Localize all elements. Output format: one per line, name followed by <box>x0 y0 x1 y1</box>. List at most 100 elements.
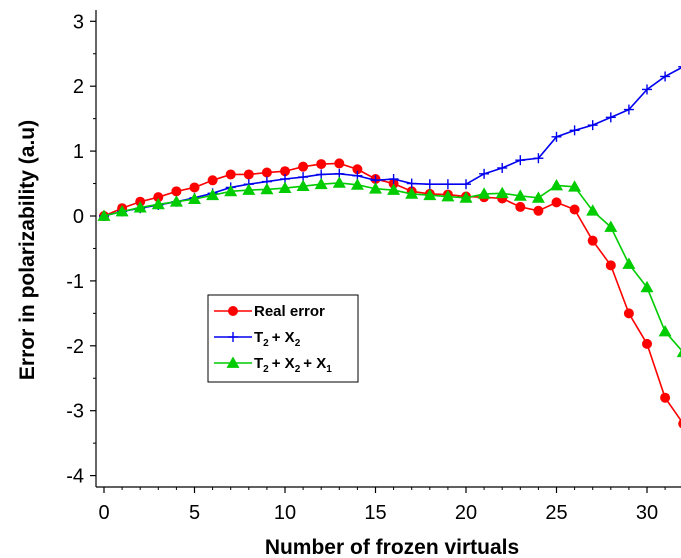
data-point <box>497 162 508 173</box>
series-2 <box>97 176 681 358</box>
data-point <box>568 180 582 192</box>
data-point <box>605 112 616 123</box>
legend-label-part: Real error <box>254 303 325 320</box>
data-point <box>513 189 527 201</box>
data-point <box>442 179 453 190</box>
data-point <box>569 204 580 215</box>
y-tick-label: 1 <box>73 141 84 163</box>
data-point <box>388 174 399 185</box>
data-point <box>224 184 238 197</box>
legend-marker <box>226 356 240 368</box>
legend-marker <box>228 332 238 342</box>
legend-label-part: + X <box>303 355 326 372</box>
y-axis-title: Error in polarizability (a.u) <box>16 120 39 380</box>
data-point <box>441 190 455 202</box>
legend-label-part: T <box>254 355 263 372</box>
y-tick-label: 0 <box>73 206 84 228</box>
legend-label-subscript: 2 <box>263 338 269 349</box>
data-point <box>459 191 473 203</box>
data-point <box>188 192 201 205</box>
data-point <box>151 197 165 210</box>
data-point <box>551 131 562 142</box>
data-point <box>296 179 310 192</box>
y-tick-label: 3 <box>73 11 84 33</box>
data-point <box>623 104 634 115</box>
legend-label-subscript: 2 <box>263 364 269 375</box>
series-0 <box>99 158 681 429</box>
data-point <box>169 195 183 207</box>
legend-label-part: + X <box>272 355 295 372</box>
data-point <box>424 179 435 190</box>
data-point <box>115 204 129 217</box>
data-point <box>477 187 491 199</box>
data-point <box>604 220 618 232</box>
data-point <box>350 178 364 190</box>
data-point <box>642 338 652 349</box>
data-point <box>622 257 636 269</box>
data-point <box>280 166 290 177</box>
data-point <box>678 419 681 429</box>
data-point <box>515 201 526 212</box>
data-point <box>352 164 363 175</box>
x-axis-title: Number of frozen virtuals <box>265 536 519 558</box>
data-point <box>587 235 598 246</box>
data-point <box>189 182 200 193</box>
x-tick-label: 0 <box>98 502 109 524</box>
y-tick-label: -1 <box>66 271 84 293</box>
legend-label-subscript: 1 <box>326 364 332 375</box>
x-tick-label: 20 <box>455 502 477 524</box>
legend-label-spacer <box>332 355 335 372</box>
x-tick-label: 15 <box>364 502 386 524</box>
data-point <box>623 308 634 319</box>
legend-label-subscript: 2 <box>295 338 301 349</box>
x-tick-label: 10 <box>274 502 296 524</box>
data-point <box>261 167 272 178</box>
data-point <box>479 168 490 179</box>
data-point <box>206 188 220 201</box>
data-point <box>316 159 327 170</box>
data-point <box>332 176 346 188</box>
data-point <box>605 260 616 271</box>
data-point <box>171 186 182 197</box>
data-point <box>153 192 164 203</box>
data-point <box>586 204 600 216</box>
data-point <box>660 71 671 82</box>
data-point <box>298 161 309 172</box>
data-point <box>243 169 254 180</box>
y-tick-label: -2 <box>66 336 84 358</box>
data-point <box>533 153 544 164</box>
data-point <box>550 178 563 191</box>
data-point <box>569 125 580 136</box>
legend-label: Real error <box>254 303 325 320</box>
data-point <box>405 187 419 199</box>
legend-label-part: + X <box>272 329 295 346</box>
data-point <box>531 191 545 203</box>
data-point <box>533 205 544 216</box>
data-point <box>207 175 218 186</box>
y-tick-label: 2 <box>73 76 84 98</box>
legend-marker <box>228 306 238 316</box>
data-point <box>334 158 345 169</box>
legend-label: T2 + X2 + X1 <box>254 355 335 375</box>
data-point <box>242 183 256 195</box>
data-point <box>461 179 471 190</box>
data-point <box>314 177 328 190</box>
plot-area <box>97 66 681 429</box>
data-point <box>423 188 437 201</box>
data-point <box>676 349 681 358</box>
data-point <box>587 120 598 131</box>
data-point <box>495 186 509 199</box>
legend-label-subscript: 2 <box>295 364 301 375</box>
data-point <box>515 155 526 166</box>
data-point <box>642 84 652 95</box>
data-point <box>369 182 382 194</box>
x-tick-label: 5 <box>189 502 200 524</box>
data-point <box>660 392 671 403</box>
data-point <box>278 181 292 193</box>
legend-label: T2 + X2 <box>254 329 303 349</box>
data-point <box>387 183 401 195</box>
legend-label-part: T <box>254 329 263 346</box>
data-point <box>551 197 562 208</box>
